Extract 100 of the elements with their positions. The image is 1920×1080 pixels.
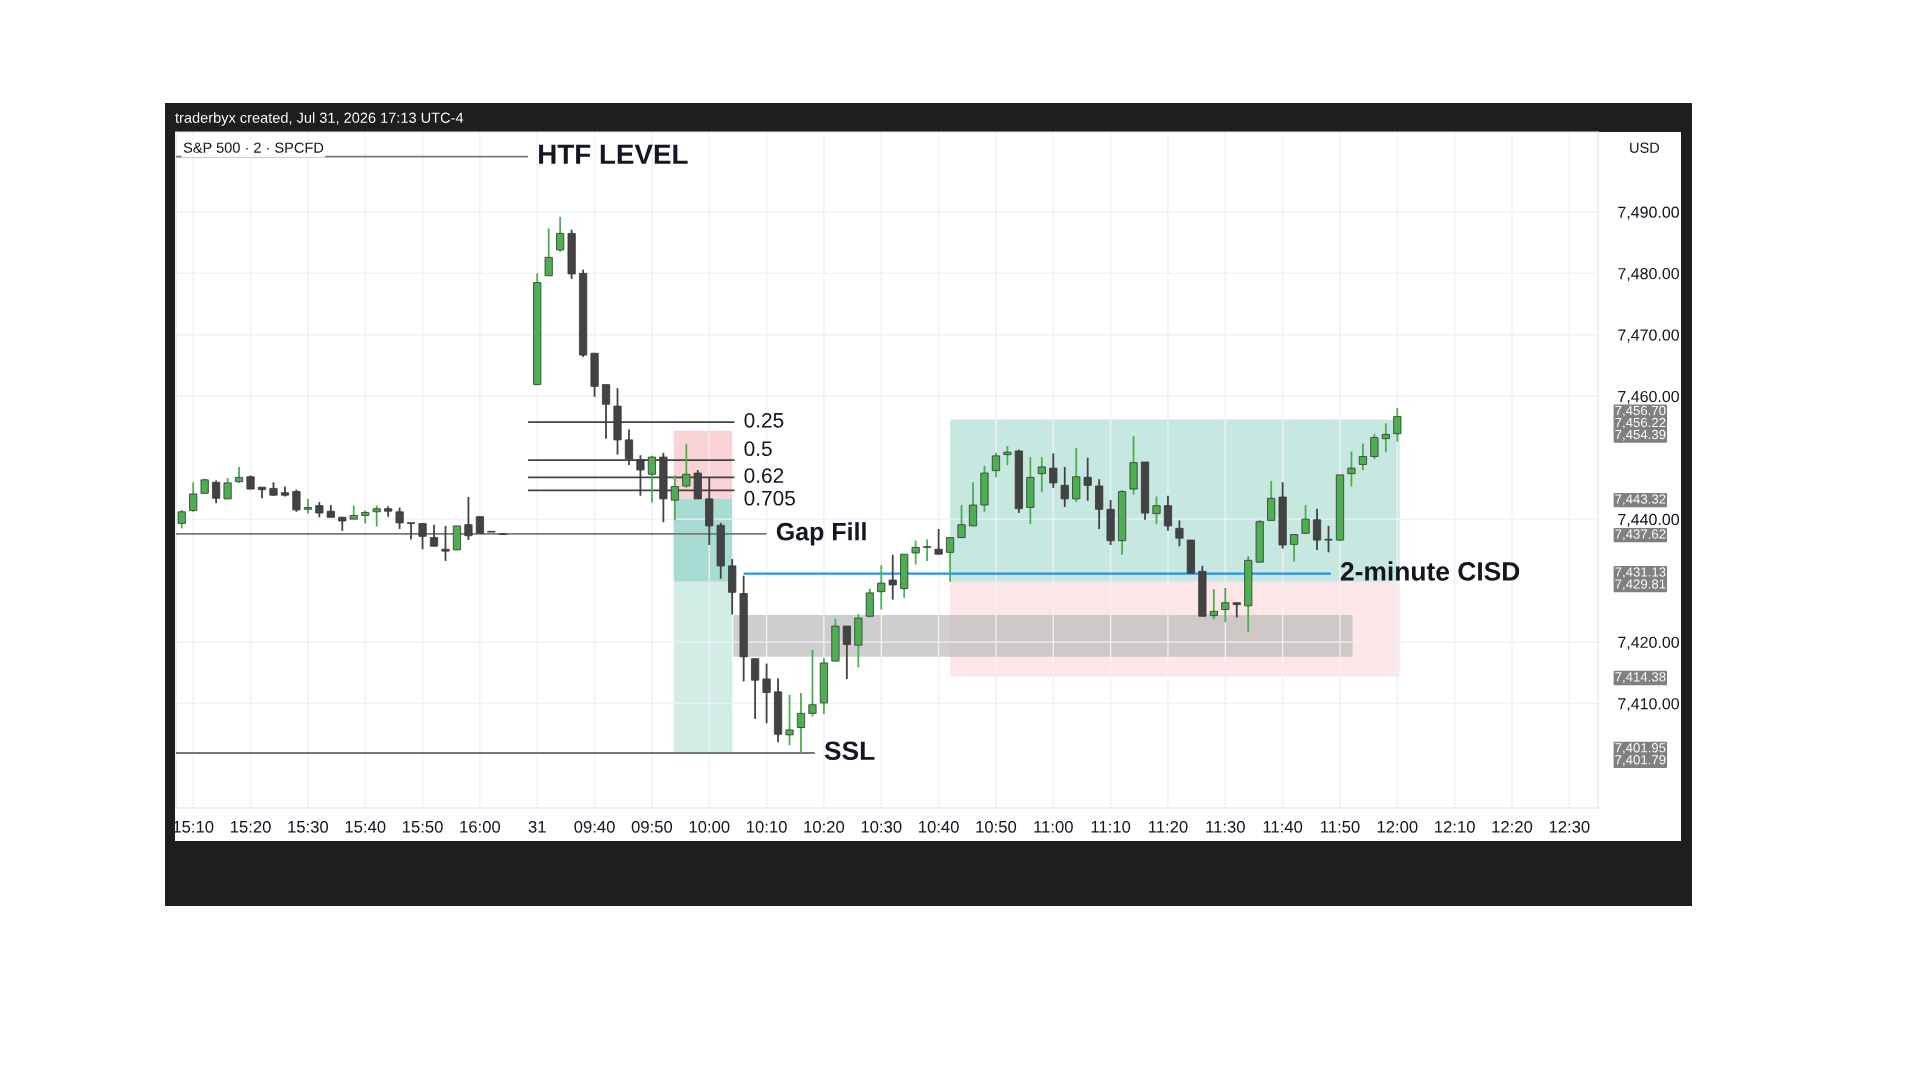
x-tick-label: 15:30 [288, 820, 329, 833]
y-tick-label: 7,410.00 [1618, 698, 1679, 712]
candlestick [808, 649, 817, 718]
candlestick [1370, 432, 1379, 460]
x-tick-label: 15:40 [345, 820, 386, 833]
candlestick [1393, 407, 1402, 443]
candlestick [1267, 480, 1276, 522]
x-tick-label: 11:00 [1034, 820, 1073, 833]
candlestick [292, 488, 301, 513]
candlestick [544, 227, 553, 277]
y2-tick-label: 7,454.39 [1615, 429, 1666, 441]
y2-tick-label: 7,401.79 [1615, 755, 1666, 766]
candlestick [968, 481, 978, 527]
x-tick-label: 12:00 [1377, 820, 1418, 833]
candlestick [957, 504, 966, 539]
candlestick [464, 496, 473, 541]
y2-tick-label: 7,401.95 [1615, 743, 1666, 754]
candlestick [865, 587, 874, 619]
ref-line-label: Gap Fill [776, 522, 866, 546]
y-tick-label: 7,440.00 [1618, 513, 1679, 527]
candlestick [877, 564, 886, 611]
candlestick [888, 553, 897, 601]
candlestick [212, 479, 221, 505]
candlestick [751, 657, 760, 720]
annotation: 0.62 [744, 468, 784, 483]
candlestick [991, 451, 1001, 479]
candlestick [796, 692, 806, 755]
text: USD [1630, 142, 1660, 153]
candlestick [1083, 456, 1092, 502]
x-tick-label: 11:20 [1148, 820, 1188, 833]
x-tick-label: 15:50 [402, 820, 443, 833]
candlestick [945, 536, 955, 583]
y-tick-label: 7,480.00 [1618, 267, 1679, 282]
candlestick [934, 528, 943, 556]
candlestick [1209, 588, 1218, 621]
candlestick [1060, 466, 1069, 508]
ref-line-label: SSL [824, 741, 875, 761]
candlestick [1175, 519, 1184, 548]
y-tick-label: 7,460.00 [1618, 390, 1679, 405]
x-tick-label: 10:00 [689, 820, 730, 833]
x-tick-label: 15:20 [230, 820, 271, 833]
x-tick-label: 31 [528, 820, 546, 833]
candlestick [785, 694, 794, 747]
candlestick [452, 525, 462, 551]
candlestick [1324, 525, 1333, 554]
candlestick [911, 539, 920, 566]
candlestick [395, 506, 404, 530]
x-tick-label: 11:30 [1206, 820, 1245, 833]
candlestick [1095, 478, 1104, 530]
candlestick [923, 538, 932, 562]
y-tick-label: 7,490.00 [1618, 206, 1679, 220]
candlestick [418, 522, 427, 551]
y-tick-label: 7,470.00 [1618, 329, 1679, 343]
candlestick [1072, 446, 1081, 503]
candlestick [441, 525, 450, 562]
candlestick [1301, 504, 1310, 535]
y2-tick-label: 7,414.38 [1615, 672, 1666, 684]
y2-tick-label: 7,431.13 [1615, 567, 1666, 579]
candlestick [1358, 442, 1367, 471]
candlestick [189, 481, 198, 513]
x-tick-label: 11:50 [1321, 820, 1360, 833]
candlestick [1152, 495, 1161, 525]
candlestick [1221, 587, 1230, 624]
x-tick-label: 10:10 [747, 820, 787, 833]
x-tick-label: 12:20 [1492, 820, 1533, 833]
candlestick [177, 509, 186, 530]
x-tick-label: 10:20 [804, 820, 845, 833]
candlestick [1347, 450, 1356, 488]
x-tick-label: 10:40 [919, 820, 959, 833]
candlestick [429, 523, 439, 548]
x-tick-label: 12:30 [1549, 820, 1590, 833]
annotation: 0.25 [744, 412, 784, 428]
x-tick-label: 10:50 [976, 820, 1017, 833]
candlestick [1037, 456, 1046, 494]
candlestick [1290, 533, 1299, 563]
candlestick [556, 215, 565, 253]
x-tick-label: 11:10 [1091, 820, 1131, 833]
candlestick [1003, 445, 1012, 466]
candlestick [407, 521, 416, 541]
x-tick-label: 09:50 [631, 820, 673, 833]
candlestick [223, 477, 232, 500]
ref-line-label: HTF LEVEL [539, 144, 688, 164]
candlestick [762, 662, 771, 725]
text: traderbyx created, Jul 31, 2026 17:13 UTC-4 [175, 112, 464, 126]
y-tick-label: 7,420.00 [1618, 636, 1679, 650]
x-tick-label: 16:00 [460, 820, 501, 833]
y2-tick-label: 7,429.81 [1615, 579, 1666, 591]
y2-tick-label: 7,437.62 [1615, 529, 1666, 541]
ref-line-label: 2-minute CISD [1340, 561, 1520, 581]
annotation: 0.705 [744, 490, 795, 506]
candlestick [1163, 494, 1173, 532]
x-tick-label: 09:40 [574, 820, 615, 833]
candlestick [1049, 452, 1058, 489]
candlestick [1312, 507, 1322, 551]
y2-tick-label: 7,456.70 [1615, 405, 1666, 417]
x-tick-label: 12:10 [1435, 820, 1475, 833]
y2-tick-label: 7,443.32 [1615, 494, 1666, 506]
y2-tick-label: 7,456.22 [1615, 417, 1666, 429]
candlestick [372, 504, 381, 528]
x-tick-label: 10:30 [861, 820, 902, 833]
